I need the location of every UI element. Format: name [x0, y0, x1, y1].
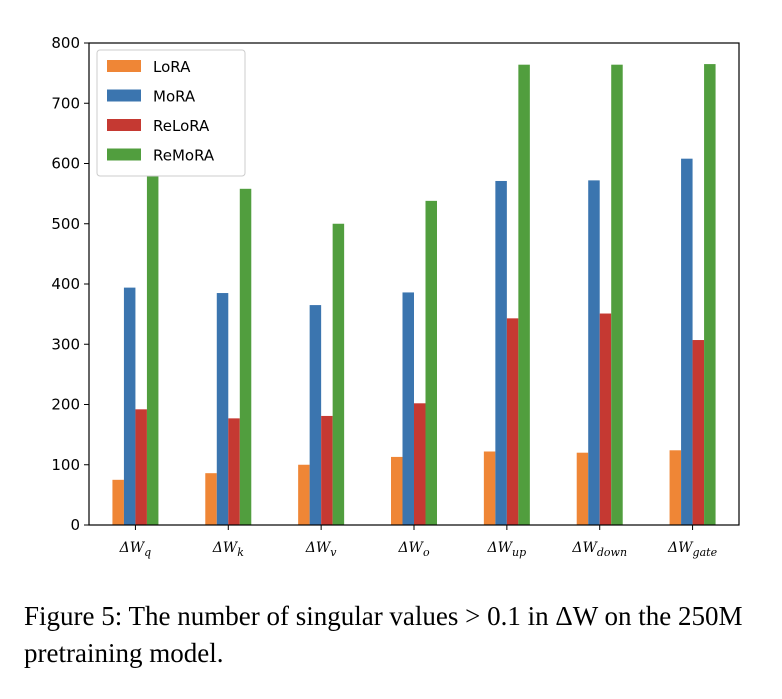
- bars-group: [112, 64, 716, 526]
- bar-remora-6: [704, 64, 716, 526]
- legend-swatch-mora: [107, 89, 141, 102]
- bar-remora-4: [518, 64, 530, 525]
- y-tick-label: 600: [51, 155, 80, 173]
- plot-frame: [88, 42, 740, 526]
- y-tick-label: 400: [51, 275, 80, 293]
- legend-label-mora: MoRA: [153, 88, 196, 106]
- bar-mora-4: [495, 180, 507, 525]
- bar-mora-2: [309, 305, 322, 525]
- bar-lora-6: [669, 450, 682, 525]
- y-axis: 0 100 200 300 400 500 600 700 800: [51, 34, 89, 534]
- legend-label-remora: ReMoRA: [153, 147, 215, 165]
- bar-mora-3: [402, 292, 414, 525]
- bar-relora-0: [135, 409, 147, 525]
- bar-remora-0: [146, 175, 159, 526]
- bar-remora-3: [425, 200, 437, 526]
- legend-label-relora: ReLoRA: [153, 117, 210, 135]
- x-axis: ΔWq ΔWk ΔWv ΔWo ΔWup ΔWdown ΔWgate: [119, 525, 718, 559]
- bar-relora-5: [599, 313, 612, 525]
- y-tick-label: 200: [51, 396, 80, 414]
- bar-lora-4: [483, 451, 496, 525]
- bar-lora-1: [205, 473, 217, 525]
- bar-remora-1: [239, 188, 252, 525]
- x-tick-label: ΔWo: [397, 540, 430, 559]
- legend-swatch-remora: [107, 148, 141, 161]
- legend-label-lora: LoRA: [153, 58, 191, 76]
- legend-swatch-lora: [107, 60, 141, 72]
- x-tick-label: ΔWup: [487, 540, 527, 559]
- y-tick-label: 100: [51, 456, 80, 474]
- x-tick-label: ΔWq: [119, 540, 152, 559]
- bar-mora-1: [216, 293, 229, 525]
- bar-mora-5: [588, 180, 600, 525]
- y-tick-label: 300: [51, 335, 80, 353]
- x-tick-label: ΔWv: [305, 540, 338, 559]
- bar-mora-0: [123, 287, 136, 525]
- bar-relora-2: [321, 415, 333, 525]
- bar-remora-2: [332, 223, 345, 525]
- bar-lora-3: [391, 456, 403, 525]
- bar-lora-5: [576, 452, 589, 525]
- bar-relora-6: [692, 340, 705, 525]
- bar-relora-3: [414, 403, 426, 525]
- x-tick-label: ΔWk: [212, 540, 245, 559]
- legend: LoRA MoRA ReLoRA ReMoRA: [96, 49, 246, 177]
- bar-mora-6: [681, 158, 693, 525]
- y-tick-label: 700: [51, 94, 80, 112]
- x-tick-label: ΔWdown: [571, 540, 627, 559]
- bar-relora-1: [228, 418, 240, 525]
- bar-relora-4: [506, 318, 519, 525]
- y-tick-label: 800: [51, 34, 80, 52]
- legend-box: [96, 49, 246, 177]
- figure-caption: Figure 5: The number of singular values …: [24, 601, 743, 668]
- legend-swatch-relora: [107, 119, 141, 131]
- bar-remora-5: [611, 64, 623, 525]
- bar-lora-2: [298, 464, 310, 525]
- x-tick-label: ΔWgate: [667, 540, 718, 559]
- y-tick-label: 500: [51, 215, 80, 233]
- bar-lora-0: [112, 479, 124, 525]
- y-tick-label: 0: [70, 516, 80, 534]
